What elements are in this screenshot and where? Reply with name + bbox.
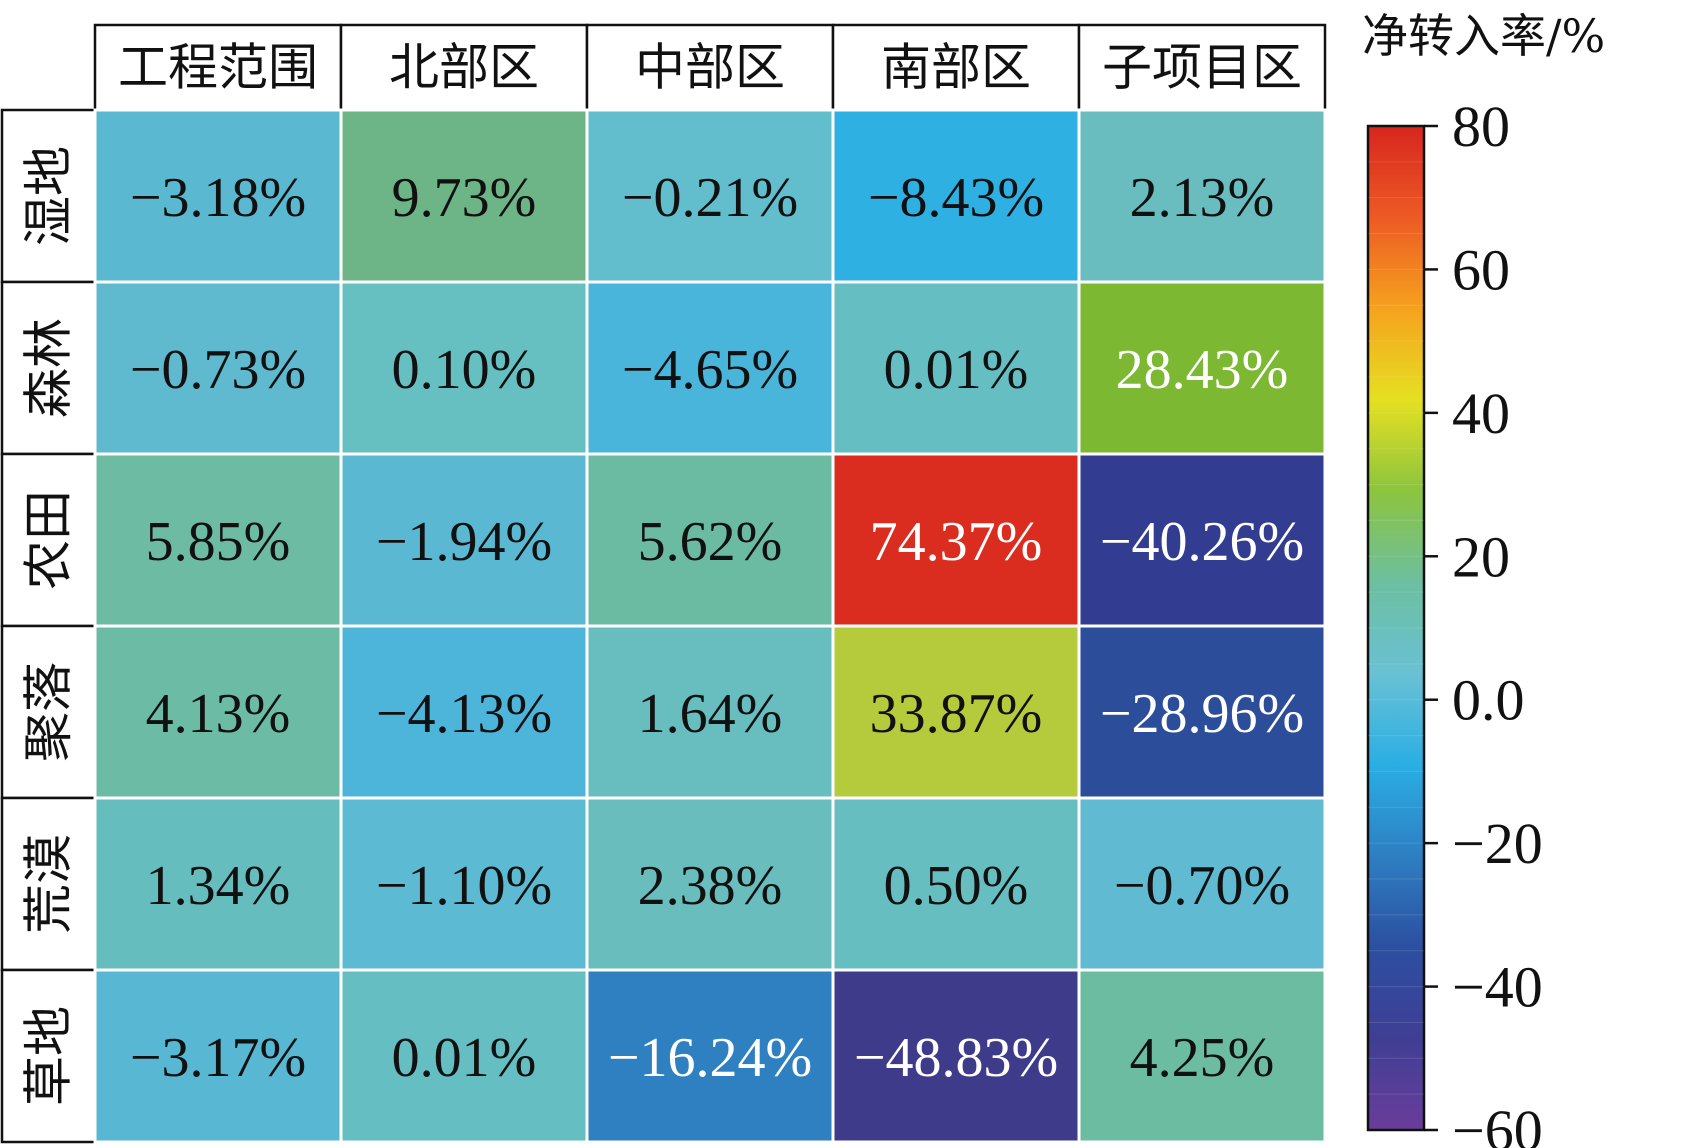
column-header-cell [339, 23, 589, 112]
cell-value-label: 0.10% [392, 339, 537, 401]
colorbar-title: 净转入率/% [1362, 9, 1605, 63]
cell-value-label: 1.34% [146, 855, 291, 917]
heatmap-cell [1077, 796, 1327, 972]
heatmap-cell [1077, 108, 1327, 284]
column-header-cell [585, 23, 835, 112]
column-header-label: 北部区 [389, 39, 539, 97]
cell-value-label: 9.73% [392, 167, 537, 229]
row-header-label: 农田 [20, 490, 78, 590]
colorbar-tick-label: 40 [1452, 381, 1510, 446]
cell-value-label: −40.26% [1100, 511, 1304, 573]
cell-value-label: 5.62% [638, 511, 783, 573]
heatmap-cell [339, 968, 589, 1144]
row-header-cell [0, 452, 97, 628]
row-header-label: 聚落 [20, 662, 78, 762]
cell-value-label: −3.17% [130, 1027, 306, 1089]
row-header-label: 草地 [20, 1006, 78, 1106]
cell-value-label: −1.94% [376, 511, 552, 573]
row-header-label: 森林 [20, 318, 78, 418]
colorbar-tick-label: −20 [1452, 811, 1543, 876]
heatmap-cell [831, 280, 1081, 456]
column-header-cell [93, 23, 343, 112]
heatmap-cell [1077, 624, 1327, 800]
row-header-label: 荒漠 [20, 834, 78, 934]
colorbar-tick-label: −40 [1452, 955, 1543, 1020]
cell-value-label: −3.18% [130, 167, 306, 229]
heatmap-cell [339, 452, 589, 628]
cell-value-label: 1.64% [638, 683, 783, 745]
heatmap-cell [339, 280, 589, 456]
cell-value-label: 5.85% [146, 511, 291, 573]
heatmap-cell [339, 624, 589, 800]
heatmap-cell [585, 624, 835, 800]
heatmap-cell [831, 968, 1081, 1144]
cell-value-label: −16.24% [608, 1027, 812, 1089]
heatmap-cell [1077, 280, 1327, 456]
heatmap-cell [585, 280, 835, 456]
cell-value-label: −0.21% [622, 167, 798, 229]
cell-value-label: 33.87% [870, 683, 1043, 745]
heatmap-cell [585, 108, 835, 284]
cell-value-label: −4.13% [376, 683, 552, 745]
cell-value-label: 2.13% [1130, 167, 1275, 229]
cell-value-label: −4.65% [622, 339, 798, 401]
colorbar-tick-label: −60 [1452, 1098, 1543, 1148]
colorbar-tick-label: 60 [1452, 237, 1510, 302]
heatmap-cell [831, 452, 1081, 628]
colorbar-tick-label: 80 [1452, 94, 1510, 159]
cell-value-label: −1.10% [376, 855, 552, 917]
row-header-cell [0, 108, 97, 284]
cell-value-label: 4.25% [1130, 1027, 1275, 1089]
heatmap-cell [585, 968, 835, 1144]
cell-value-label: 0.50% [884, 855, 1029, 917]
cell-value-label: 28.43% [1116, 339, 1289, 401]
heatmap-cell [93, 452, 343, 628]
cell-value-label: 74.37% [870, 511, 1043, 573]
cell-value-label: 4.13% [146, 683, 291, 745]
colorbar-gradient [1366, 124, 1426, 1132]
cell-value-label: −0.73% [130, 339, 306, 401]
heatmap-cell [93, 280, 343, 456]
cell-value-label: −48.83% [854, 1027, 1058, 1089]
row-header-label: 湿地 [20, 146, 78, 246]
cell-value-label: −28.96% [1100, 683, 1304, 745]
heatmap-cell [93, 108, 343, 284]
heatmap-cell [93, 624, 343, 800]
heatmap-cell [1077, 968, 1327, 1144]
column-header-label: 南部区 [881, 39, 1031, 97]
colorbar-tick-label: 0.0 [1452, 668, 1525, 733]
heatmap-cell [1077, 452, 1327, 628]
colorbar-tick-label: 20 [1452, 524, 1510, 589]
colorbar: 80 60 40 20 0.0 −20 −40 −60 净转入率/% [1362, 9, 1605, 1148]
cell-value-label: −8.43% [868, 167, 1044, 229]
cell-value-label: 0.01% [392, 1027, 537, 1089]
cell-value-label: 2.38% [638, 855, 783, 917]
cell-value-label: 0.01% [884, 339, 1029, 401]
row-header-cell [0, 796, 97, 972]
column-header-label: 工程范围 [118, 39, 318, 97]
heatmap-cell [93, 968, 343, 1144]
column-header-label: 子项目区 [1102, 39, 1302, 97]
column-header-label: 中部区 [635, 39, 785, 97]
cell-value-label: −0.70% [1114, 855, 1290, 917]
